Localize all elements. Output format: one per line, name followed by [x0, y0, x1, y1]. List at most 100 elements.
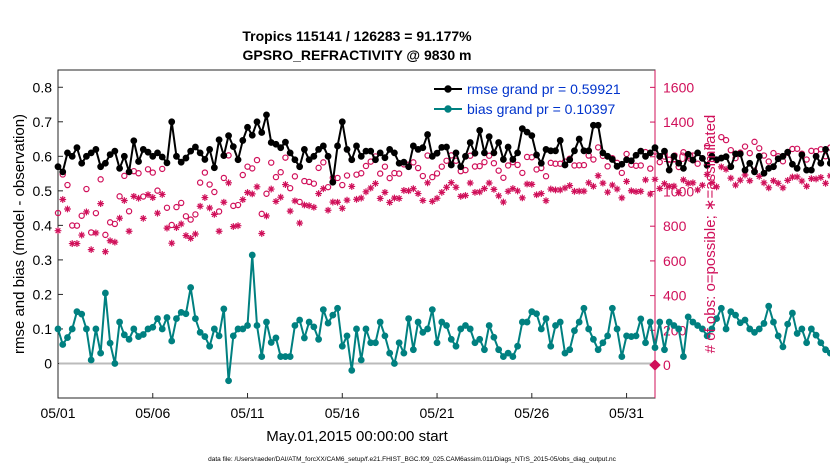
bias-point	[338, 342, 346, 350]
assimilated-obs-marker	[386, 199, 394, 206]
assimilated-obs-marker	[661, 180, 668, 188]
bias-point	[357, 356, 365, 364]
bias-point	[149, 323, 157, 331]
bias-point	[604, 332, 612, 340]
x-tick-label: 05/21	[420, 405, 455, 421]
assimilated-obs-marker	[296, 219, 304, 227]
possible-obs-marker	[741, 143, 749, 150]
rmse-point	[144, 148, 152, 156]
assimilated-obs-marker	[807, 175, 815, 183]
rmse-point	[305, 156, 313, 164]
bias-point	[665, 318, 673, 326]
assimilated-obs-marker	[362, 188, 370, 196]
assimilated-obs-marker	[248, 190, 256, 198]
right-tick-label: 600	[663, 253, 687, 269]
assimilated-obs-marker	[338, 204, 346, 212]
rmse-point	[770, 163, 777, 171]
rmse-point	[528, 132, 536, 140]
possible-obs-marker	[234, 201, 242, 209]
rmse-point	[471, 149, 479, 157]
assimilated-obs-marker	[618, 194, 626, 202]
bias-point	[689, 318, 697, 326]
bias-point	[661, 346, 668, 354]
x-tick-label: 05/06	[135, 405, 170, 421]
possible-obs-marker	[249, 165, 256, 172]
assimilated-obs-marker	[575, 187, 583, 195]
assimilated-obs-marker	[111, 238, 119, 246]
rmse-point	[154, 149, 161, 157]
bias-point	[798, 325, 806, 333]
assimilated-obs-marker	[642, 176, 649, 184]
rmse-point	[192, 143, 199, 151]
bias-point	[201, 333, 209, 340]
assimilated-obs-marker	[319, 185, 327, 193]
rmse-point	[604, 152, 612, 160]
rmse-point	[675, 159, 683, 167]
possible-obs-marker	[381, 163, 389, 170]
rmse-point	[670, 152, 678, 160]
y-axis-label-right: # of obs: o=possible; ∗=assimilated	[702, 115, 719, 354]
assimilated-obs-marker	[760, 179, 768, 187]
left-tick-label: 0.5	[33, 183, 53, 199]
assimilated-obs-marker	[713, 183, 720, 191]
rmse-point	[173, 152, 180, 160]
bias-point	[158, 325, 166, 333]
assimilated-obs-marker	[173, 224, 180, 231]
bias-point	[481, 346, 488, 354]
bias-point	[755, 325, 763, 333]
possible-obs-marker	[770, 149, 777, 157]
left-tick-label: 0.4	[33, 217, 53, 233]
bias-point	[613, 325, 621, 333]
possible-obs-marker	[263, 190, 270, 197]
rmse-point	[646, 149, 654, 157]
assimilated-obs-marker	[490, 185, 498, 193]
bias-point	[770, 318, 777, 326]
assimilated-obs-marker	[457, 192, 465, 200]
assimilated-obs-marker	[452, 183, 460, 191]
possible-obs-marker	[429, 173, 436, 181]
bias-point	[272, 334, 280, 342]
rmse-point	[556, 137, 564, 144]
assimilated-obs-marker	[68, 240, 76, 247]
bias-point	[684, 313, 692, 321]
bias-point	[296, 316, 304, 324]
bias-point	[187, 284, 195, 291]
possible-obs-marker	[64, 181, 71, 189]
rmse-point	[158, 153, 166, 161]
rmse-point	[793, 165, 801, 172]
bias-point	[414, 318, 422, 326]
possible-obs-marker	[590, 156, 597, 163]
bias-point	[784, 320, 792, 328]
assimilated-obs-marker	[523, 180, 531, 188]
rmse-point	[822, 146, 829, 153]
rmse-point	[684, 150, 692, 158]
bias-point	[594, 346, 602, 354]
bias-point	[552, 322, 559, 329]
rmse-point	[637, 147, 645, 155]
assimilated-obs-marker	[632, 188, 640, 196]
bias-point	[315, 335, 322, 343]
rmse-point	[357, 152, 365, 160]
possible-obs-marker	[149, 169, 156, 176]
assimilated-obs-marker	[409, 185, 417, 193]
rmse-point	[258, 129, 266, 136]
assimilated-obs-marker	[433, 194, 441, 202]
rmse-point	[348, 156, 356, 164]
bias-point	[386, 349, 394, 357]
possible-obs-marker	[78, 212, 85, 219]
bias-point	[182, 310, 190, 318]
rmse-point	[343, 146, 351, 153]
assimilated-obs-marker	[73, 240, 81, 247]
rmse-point	[400, 158, 408, 166]
bias-point	[698, 325, 706, 333]
possible-obs-marker	[637, 162, 644, 169]
bias-point	[789, 309, 796, 317]
bias-point	[732, 311, 739, 319]
assimilated-obs-marker	[424, 179, 431, 187]
bias-point	[239, 325, 247, 333]
assimilated-obs-marker	[476, 188, 484, 196]
possible-obs-marker	[144, 166, 152, 173]
assimilated-obs-marker	[594, 172, 602, 180]
assimilated-obs-marker	[746, 177, 754, 185]
